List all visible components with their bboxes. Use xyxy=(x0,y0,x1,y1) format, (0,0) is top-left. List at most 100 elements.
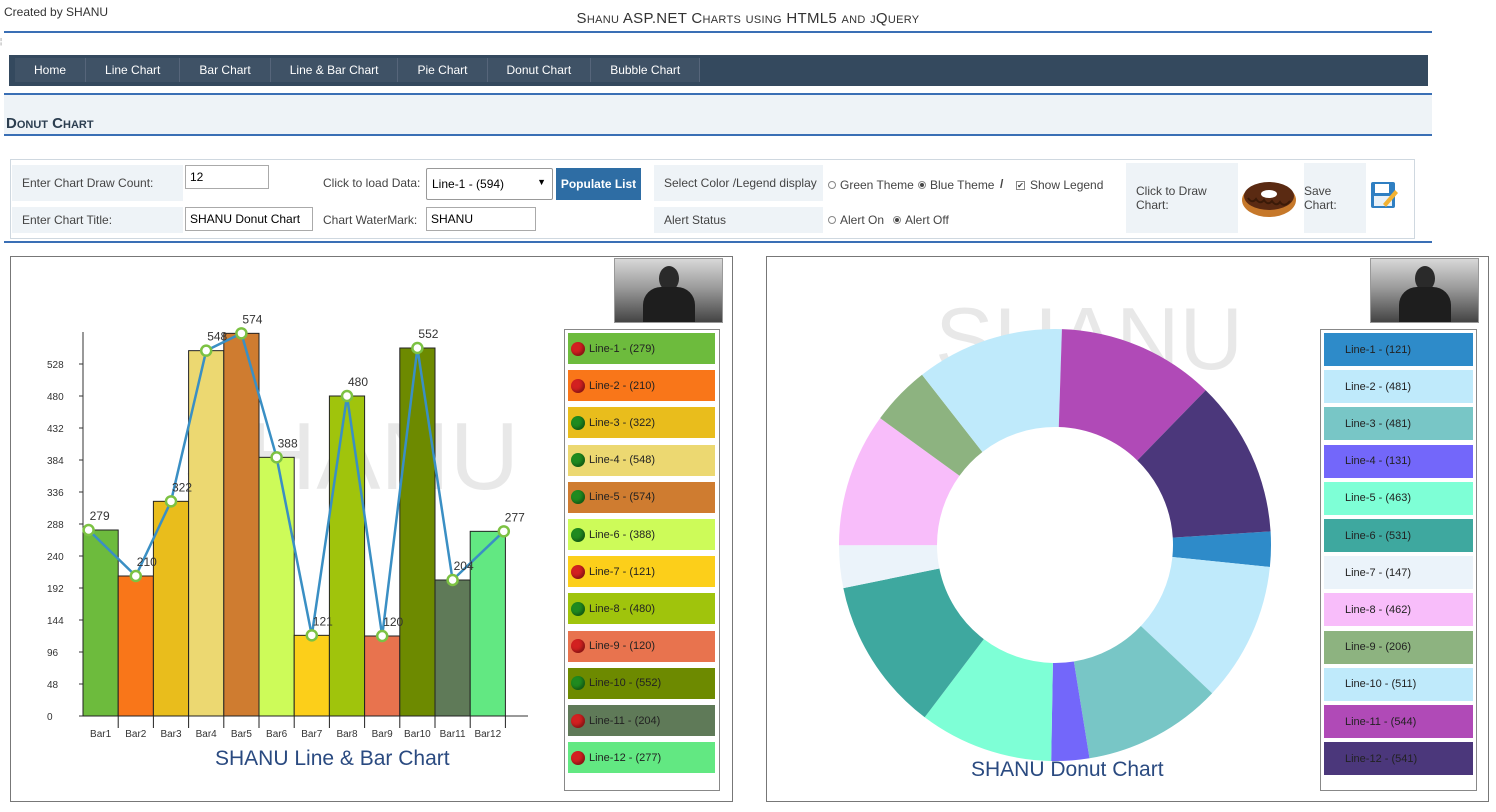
legend-label: Line-12 - (277) xyxy=(589,751,662,764)
donut-slice xyxy=(922,329,1062,453)
radio-selected-icon xyxy=(893,216,901,224)
donut-slice xyxy=(1172,531,1271,567)
donut-slice xyxy=(1137,390,1271,538)
blue-theme-label: Blue Theme xyxy=(930,178,995,192)
controls-divider xyxy=(4,241,1432,243)
legend-label: Line-11 - (204) xyxy=(589,714,661,727)
alert-status-icon xyxy=(571,713,585,728)
alert-on-radio[interactable]: Alert On xyxy=(828,213,884,227)
load-data-selected: Line-1 - (594) xyxy=(432,177,505,191)
color-legend-label: Select Color /Legend display xyxy=(654,165,823,201)
nav-item-bar-chart[interactable]: Bar Chart xyxy=(180,58,271,82)
draw-count-label: Enter Chart Draw Count: xyxy=(12,165,183,201)
legend-item: Line-3 - (322) xyxy=(568,407,715,439)
line-point xyxy=(235,327,248,340)
legend-item: Line-2 - (210) xyxy=(568,370,715,402)
x-tick-label: Bar11 xyxy=(440,729,466,740)
legend-label: Line-4 - (131) xyxy=(1345,455,1412,468)
bar xyxy=(328,395,366,717)
legend-item: Line-4 - (131) xyxy=(1324,444,1473,478)
data-label: 204 xyxy=(454,559,474,573)
x-tick-label: Bar10 xyxy=(404,729,431,740)
legend-label: Line-3 - (322) xyxy=(589,416,656,429)
legend-label: Line-5 - (463) xyxy=(1345,492,1412,505)
y-tick-label: 384 xyxy=(47,456,64,467)
legend-item: Line-6 - (388) xyxy=(568,519,715,550)
legend-label: Line-2 - (481) xyxy=(1345,380,1412,393)
legend-label: Line-8 - (462) xyxy=(1345,603,1412,616)
donut-slice xyxy=(839,418,960,546)
x-tick-label: Bar4 xyxy=(196,729,218,740)
save-chart-label: Save Chart: xyxy=(1304,163,1366,233)
nav-item-donut-chart[interactable]: Donut Chart xyxy=(487,58,592,82)
y-tick-label: 480 xyxy=(47,392,64,403)
data-label: 279 xyxy=(90,509,110,523)
line-point xyxy=(129,569,143,583)
legend-label: Line-6 - (388) xyxy=(589,528,656,541)
donut-slices xyxy=(839,329,1271,761)
donut-slice xyxy=(1058,329,1206,461)
nav-item-line-bar-chart[interactable]: Line & Bar Chart xyxy=(270,58,399,82)
alert-off-label: Alert Off xyxy=(905,213,949,227)
page-title: Shanu ASP.NET Charts using HTML5 and jQu… xyxy=(576,10,920,27)
data-label: 210 xyxy=(137,555,157,569)
donut-slice xyxy=(880,374,983,476)
alert-status-icon xyxy=(571,341,585,356)
nav-item-line-chart[interactable]: Line Chart xyxy=(86,58,181,82)
legend-label: Line-8 - (480) xyxy=(589,602,656,615)
green-theme-radio[interactable]: Green Theme xyxy=(828,178,914,192)
legend-label: Line-1 - (121) xyxy=(1345,343,1412,356)
created-by-text: Created by SHANU xyxy=(4,5,109,19)
data-label: 480 xyxy=(348,375,368,389)
bar xyxy=(469,530,506,717)
load-data-select[interactable]: Line-1 - (594) ▼ xyxy=(426,168,553,200)
line-point xyxy=(82,523,95,537)
line-point xyxy=(375,629,389,643)
legend-label: Line-3 - (481) xyxy=(1345,417,1412,430)
chevron-down-icon: ▼ xyxy=(537,177,546,187)
x-tick-label: Bar9 xyxy=(372,729,394,740)
nav-item-home[interactable]: Home xyxy=(15,58,87,82)
legend-item: Line-5 - (463) xyxy=(1324,481,1473,515)
x-tick-label: Bar5 xyxy=(231,729,253,740)
legend-label: Line-11 - (544) xyxy=(1345,715,1417,728)
watermark-input[interactable] xyxy=(426,207,536,231)
x-tick-label: Bar1 xyxy=(90,729,112,740)
legend-label: Line-4 - (548) xyxy=(589,454,656,467)
legend-label: Line-9 - (206) xyxy=(1345,641,1412,654)
green-theme-label: Green Theme xyxy=(840,178,914,192)
blue-theme-radio[interactable]: Blue Theme xyxy=(918,178,994,192)
chart-title-input[interactable] xyxy=(185,207,313,231)
populate-list-button[interactable]: Populate List xyxy=(556,168,641,200)
legend-item: Line-4 - (548) xyxy=(568,444,715,476)
bar xyxy=(293,634,330,717)
nav-item-bubble-chart[interactable]: Bubble Chart xyxy=(591,58,701,82)
legend-item: Line-3 - (481) xyxy=(1324,407,1473,441)
legend-item: Line-10 - (552) xyxy=(568,667,715,699)
data-label: 322 xyxy=(172,480,192,494)
alert-status-icon xyxy=(571,564,585,579)
alert-off-radio[interactable]: Alert Off xyxy=(893,213,949,227)
donut-draw-icon[interactable] xyxy=(1240,172,1298,220)
bar xyxy=(364,635,401,717)
donut-slice xyxy=(1051,661,1090,761)
data-label: 277 xyxy=(505,510,525,524)
draw-count-input[interactable] xyxy=(185,165,269,189)
series-line xyxy=(87,331,505,637)
section-title: Donut Chart xyxy=(6,115,94,132)
legend-item: Line-8 - (462) xyxy=(1324,593,1473,627)
save-chart-icon[interactable] xyxy=(1369,180,1399,212)
radio-icon xyxy=(828,181,836,189)
donut-slice xyxy=(839,545,940,589)
legend-label: Line-6 - (531) xyxy=(1345,529,1412,542)
main-nav-bar: Home Line Chart Bar Chart Line & Bar Chart P… xyxy=(9,55,1428,86)
donut-slice xyxy=(843,568,984,718)
legend-item: Line-2 - (481) xyxy=(1324,370,1473,404)
nav-item-pie-chart[interactable]: Pie Chart xyxy=(398,58,488,82)
show-legend-checkbox[interactable]: ✔ Show Legend xyxy=(1016,178,1103,192)
alert-status-icon xyxy=(571,601,585,616)
y-tick-label: 336 xyxy=(47,488,64,499)
legend-label: Line-7 - (147) xyxy=(1345,566,1412,579)
